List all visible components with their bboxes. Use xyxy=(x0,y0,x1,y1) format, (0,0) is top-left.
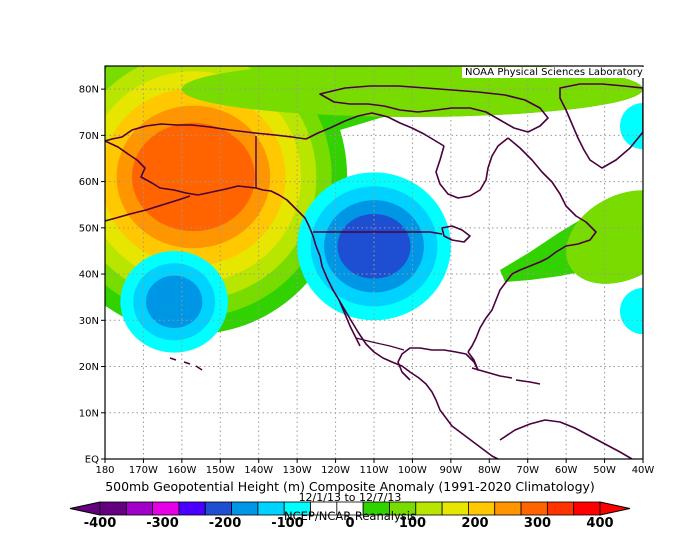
colorbar-label: 0 xyxy=(345,516,354,531)
coastline-hudson-bay xyxy=(435,137,509,199)
colorbar-label: -400 xyxy=(84,516,117,531)
lat-tick-label: 10N xyxy=(79,408,99,419)
lat-tick-label: EQ xyxy=(85,455,99,466)
positive-anomaly-contour xyxy=(566,190,643,284)
positive-anomaly-contour xyxy=(181,66,643,117)
map-title: 500mb Geopotential Height (m) Composite … xyxy=(105,479,595,494)
lat-tick-label: 50N xyxy=(79,223,99,234)
coastline-alaska xyxy=(105,140,300,213)
lon-tick-label: 170W xyxy=(129,465,158,476)
credit-label: NOAA Physical Sciences Laboratory xyxy=(462,67,646,78)
coastline-east-us xyxy=(467,273,513,353)
lon-tick-label: 80W xyxy=(478,465,501,476)
lat-tick-label: 60N xyxy=(79,177,99,188)
date-range: 12/1/13 to 12/7/13 xyxy=(298,491,402,504)
lon-tick-label: 120W xyxy=(321,465,350,476)
lat-tick-label: 20N xyxy=(79,362,99,373)
data-source: NCEP/NCAR Reanalysis xyxy=(284,509,416,523)
lat-tick-label: 70N xyxy=(79,131,99,142)
lon-tick-label: 130W xyxy=(283,465,312,476)
coastline-cuba xyxy=(471,367,513,379)
coastline-arctic xyxy=(305,112,445,147)
negative-anomaly-contour xyxy=(145,275,203,328)
colorbar-label: -300 xyxy=(146,516,179,531)
coastline-greenland xyxy=(559,83,643,169)
border-us-mexico xyxy=(355,337,405,351)
lon-tick-label: 40W xyxy=(632,465,655,476)
lon-tick-label: 150W xyxy=(206,465,235,476)
colorbar-label: 200 xyxy=(461,516,488,531)
colorbar-label: 300 xyxy=(524,516,551,531)
coastline-aleutians xyxy=(105,195,191,222)
lon-tick-label: 110W xyxy=(360,465,389,476)
lon-tick-label: 50W xyxy=(593,465,616,476)
lon-tick-label: 140W xyxy=(244,465,273,476)
colorbar: -400 -300 -200 -100 0 100 200 300 400 xyxy=(69,501,631,531)
colorbar-label: -100 xyxy=(271,516,304,531)
coastlines xyxy=(105,83,643,459)
coastline-west xyxy=(298,211,500,459)
lat-tick-label: 80N xyxy=(79,85,99,96)
colorbar-max-arrow xyxy=(599,501,631,516)
lon-tick-label: 160W xyxy=(167,465,196,476)
negative-anomaly-contour xyxy=(619,287,643,335)
coastline-hispaniola xyxy=(515,379,541,385)
coastline-gulf xyxy=(397,347,479,381)
lon-tick-label: 60W xyxy=(555,465,578,476)
lon-tick-label: 100W xyxy=(398,465,427,476)
lat-tick-label: 30N xyxy=(79,316,99,327)
coastline-baja xyxy=(338,299,361,347)
colorbar-label: 100 xyxy=(399,516,426,531)
coastline-alaska-north xyxy=(105,123,307,142)
coastline-labrador xyxy=(507,137,597,275)
positive-anomaly-contour xyxy=(131,122,255,232)
lon-tick-label: 70W xyxy=(516,465,539,476)
lat-tick-label: 40N xyxy=(79,270,99,281)
hawaii-islands xyxy=(169,357,203,371)
axis-ticks: 180 170W 160W 150W 140W 130W 120W 110W 100W 90W 80… xyxy=(79,85,655,476)
colorbar-label: -200 xyxy=(209,516,242,531)
coastline-great-lakes xyxy=(441,225,471,243)
colorbar-label: 400 xyxy=(586,516,613,531)
coastline-south-america xyxy=(499,419,633,459)
border-us-canada xyxy=(313,231,443,235)
negative-anomaly-contour xyxy=(619,102,643,150)
lon-tick-label: 90W xyxy=(440,465,463,476)
lon-tick-label: 180 xyxy=(95,465,114,476)
coastline-arctic-islands xyxy=(319,85,549,133)
